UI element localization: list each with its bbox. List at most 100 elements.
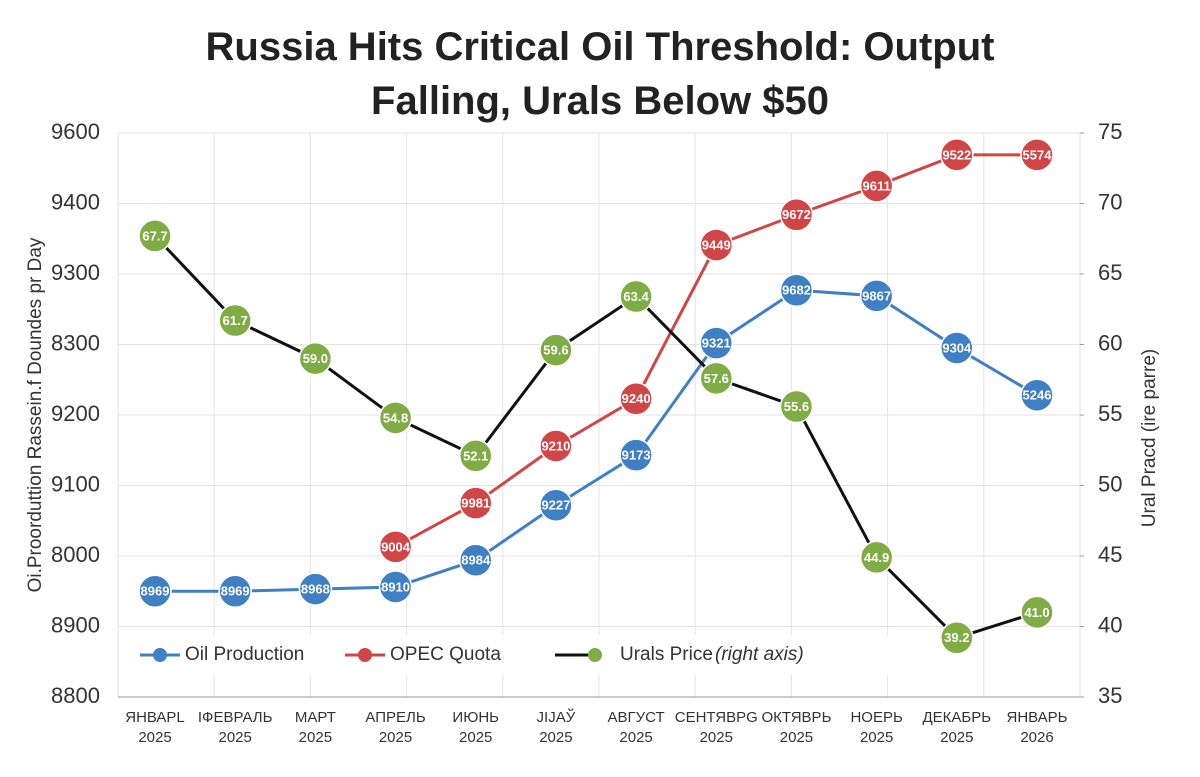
chart-title: Russia Hits Critical Oil Threshold: Outp… bbox=[205, 25, 995, 123]
x-tick-year: 2025 bbox=[700, 729, 733, 746]
point bbox=[619, 279, 653, 314]
y2-tick-label: 60 bbox=[1098, 330, 1122, 355]
data-label: 55.6 bbox=[784, 399, 809, 414]
point bbox=[298, 572, 333, 606]
data-label: 9867 bbox=[862, 288, 891, 303]
point bbox=[779, 389, 814, 424]
data-label: 9981 bbox=[461, 496, 490, 511]
series-line bbox=[153, 234, 1038, 640]
x-tick-year: 2025 bbox=[459, 729, 492, 746]
point bbox=[619, 438, 653, 472]
point bbox=[218, 303, 252, 338]
y-tick-label: 9300 bbox=[51, 260, 100, 285]
x-tick-label: IФЕВРАЛЬ bbox=[198, 709, 273, 726]
y2-tick-label: 35 bbox=[1098, 683, 1122, 708]
point bbox=[940, 621, 974, 655]
x-tick-label: ИЮНЬ bbox=[452, 709, 499, 726]
x-tick-label: ДЕКАБРЬ bbox=[923, 709, 992, 726]
y-tick-label: 8000 bbox=[51, 542, 100, 567]
x-tick-year: 2025 bbox=[379, 729, 412, 746]
point bbox=[458, 486, 493, 520]
legend-marker bbox=[588, 648, 602, 662]
point bbox=[138, 219, 172, 253]
legend-box bbox=[128, 635, 888, 675]
x-tick-year: 2025 bbox=[619, 729, 652, 746]
point bbox=[539, 333, 573, 367]
point bbox=[1020, 595, 1054, 630]
x-tick-label: JIJAЎ bbox=[537, 708, 576, 726]
data-label: 8910 bbox=[381, 579, 410, 594]
point bbox=[859, 540, 894, 575]
data-label: 9682 bbox=[782, 283, 811, 298]
point bbox=[298, 341, 333, 376]
data-label: 61.7 bbox=[223, 313, 248, 328]
data-label: 9672 bbox=[782, 207, 811, 222]
point bbox=[859, 169, 894, 203]
x-tick-year: 2026 bbox=[1020, 729, 1053, 746]
y-tick-label: 8900 bbox=[51, 612, 100, 637]
point bbox=[378, 570, 413, 604]
data-label: 67.7 bbox=[142, 228, 167, 243]
y-axis-label: Oi.Proorduttion Rassein.f Doundes pr Day bbox=[25, 237, 46, 592]
legend-marker bbox=[358, 648, 372, 662]
data-label: 63.4 bbox=[623, 289, 649, 304]
point bbox=[779, 273, 814, 307]
y2-axis-label: Ural Pracd (ire parre) bbox=[1139, 349, 1160, 527]
data-label: 9240 bbox=[622, 391, 651, 406]
data-label: 44.9 bbox=[864, 550, 889, 565]
x-tick-year: 2025 bbox=[539, 729, 572, 746]
point bbox=[619, 382, 653, 416]
point bbox=[699, 361, 734, 396]
point bbox=[378, 530, 413, 564]
data-label: 39.2 bbox=[944, 630, 969, 645]
y-tick-label: 8300 bbox=[51, 330, 100, 355]
legend-label: Urals Price bbox=[620, 644, 713, 665]
point bbox=[779, 198, 814, 232]
data-label: 9004 bbox=[381, 539, 411, 554]
y2-tick-label: 45 bbox=[1098, 542, 1122, 567]
data-label: 9210 bbox=[541, 438, 570, 453]
data-label: 41.0 bbox=[1024, 605, 1049, 620]
point bbox=[138, 574, 172, 608]
data-label: 8968 bbox=[301, 582, 330, 597]
point bbox=[539, 488, 573, 522]
x-tick-year: 2025 bbox=[940, 729, 973, 746]
data-label: 5574 bbox=[1023, 147, 1053, 162]
point bbox=[1020, 138, 1054, 172]
legend-label: Oil Production bbox=[185, 644, 304, 665]
point bbox=[539, 429, 573, 463]
data-label: 57.6 bbox=[704, 371, 729, 386]
data-label: 5246 bbox=[1023, 388, 1052, 403]
x-tick-year: 2025 bbox=[860, 729, 893, 746]
point bbox=[218, 574, 252, 608]
data-label: 59.0 bbox=[303, 351, 328, 366]
data-label: 8984 bbox=[461, 553, 491, 568]
legend-note: (right axis) bbox=[715, 644, 804, 665]
point bbox=[1020, 378, 1054, 413]
point bbox=[458, 439, 493, 473]
data-label: 59.6 bbox=[543, 343, 568, 358]
x-tick-label: ЯНВАРЬ bbox=[1006, 709, 1067, 726]
y-tick-label: 9600 bbox=[51, 119, 100, 144]
point bbox=[940, 331, 974, 365]
x-tick-label: МАРТ bbox=[295, 709, 336, 726]
data-label: 9449 bbox=[702, 238, 731, 253]
data-label: 9173 bbox=[622, 448, 651, 463]
x-tick-year: 2025 bbox=[218, 729, 251, 746]
legend-label: OPEC Quota bbox=[390, 644, 501, 665]
x-tick-year: 2025 bbox=[780, 729, 813, 746]
data-label: 9227 bbox=[541, 498, 570, 513]
data-label: 8969 bbox=[141, 584, 170, 599]
y-tick-label: 9100 bbox=[51, 471, 100, 496]
y2-tick-label: 55 bbox=[1098, 401, 1122, 426]
point bbox=[859, 279, 894, 313]
x-tick-label: АВГУСТ bbox=[608, 709, 665, 726]
legend-marker bbox=[153, 648, 167, 662]
y2-tick-label: 75 bbox=[1098, 119, 1122, 144]
data-label: 8969 bbox=[221, 584, 250, 599]
data-label: 9304 bbox=[942, 340, 972, 355]
data-label: 9321 bbox=[702, 336, 731, 351]
y2-tick-label: 40 bbox=[1098, 612, 1122, 637]
y2-tick-label: 70 bbox=[1098, 189, 1122, 214]
